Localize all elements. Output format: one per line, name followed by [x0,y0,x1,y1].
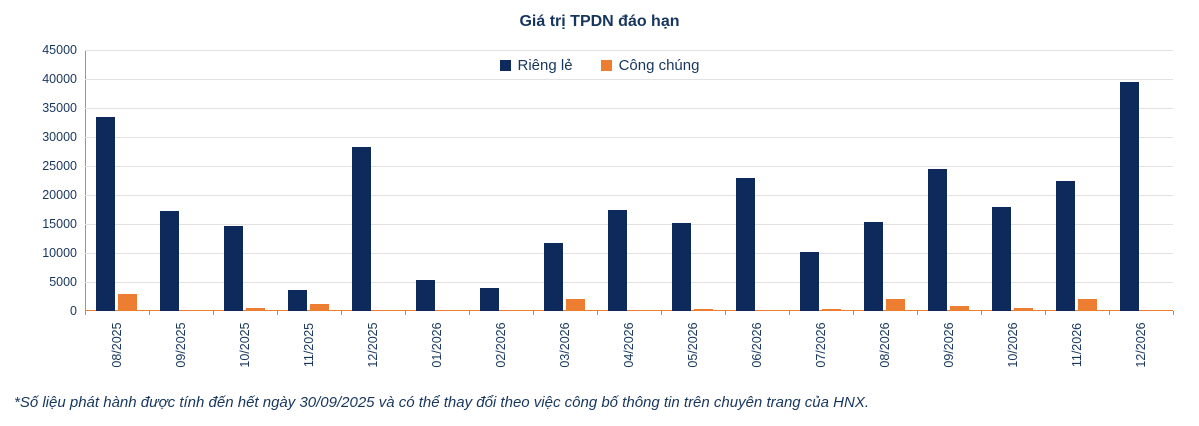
bar-rieng-le-04/2026 [608,210,627,311]
gridline [85,137,1173,138]
y-axis-tick-label: 20000 [42,188,77,202]
bar-cong-chung-10/2026 [1014,308,1033,311]
legend-label-rieng-le: Riêng lẻ [517,56,573,74]
bar-rieng-le-09/2025 [160,211,179,311]
x-axis-tick-label: 09/2026 [942,322,956,368]
x-axis-tick [725,311,726,315]
x-axis-tick-label: 02/2026 [494,322,508,368]
x-axis-tick [789,311,790,315]
x-axis-tick-label: 11/2026 [1070,322,1084,368]
bar-rieng-le-08/2026 [864,222,883,311]
legend-swatch-orange-icon [600,59,612,71]
bar-rieng-le-12/2026 [1120,82,1139,311]
x-axis-tick [341,311,342,315]
gridline [85,253,1173,254]
y-axis-tick-label: 35000 [42,101,77,115]
x-axis-tick-label: 08/2025 [110,322,124,368]
footnote-text: *Số liệu phát hành được tính đến hết ngà… [14,394,869,411]
bar-rieng-le-11/2026 [1056,181,1075,311]
x-axis-tick-label: 05/2026 [686,322,700,368]
bar-rieng-le-08/2025 [96,117,115,311]
x-axis-tick-label: 08/2026 [878,322,892,368]
chart-legend: Riêng lẻ Công chúng [0,56,1199,74]
legend-item-rieng-le: Riêng lẻ [499,56,573,74]
y-axis-tick-label: 15000 [42,217,77,231]
y-axis-tick-label: 0 [70,304,77,318]
bar-rieng-le-07/2026 [800,252,819,311]
x-axis-tick-label: 10/2026 [1006,322,1020,368]
y-axis-tick-label: 45000 [42,43,77,57]
bar-rieng-le-01/2026 [416,280,435,311]
plot-area [85,50,1174,315]
gridline [85,166,1173,167]
bar-cong-chung-11/2026 [1078,299,1097,311]
x-axis-tick [533,311,534,315]
bar-cong-chung-09/2026 [950,306,969,311]
x-axis-tick [277,311,278,315]
x-axis-tick-label: 11/2025 [302,322,316,368]
x-axis-tick [85,311,86,315]
x-axis-tick [597,311,598,315]
legend-swatch-navy-icon [499,59,511,71]
bar-rieng-le-06/2026 [736,178,755,311]
bar-rieng-le-10/2026 [992,207,1011,311]
y-axis-tick-label: 30000 [42,130,77,144]
x-axis-tick-label: 10/2025 [238,322,252,368]
x-axis-tick-label: 09/2025 [174,322,188,368]
x-axis-line [85,310,1173,311]
x-axis-tick [149,311,150,315]
x-axis-tick-label: 04/2026 [622,322,636,368]
x-axis-tick [469,311,470,315]
x-axis-tick [853,311,854,315]
chart-title: Giá trị TPDN đáo hạn [519,13,680,30]
x-axis-tick [1173,311,1174,315]
y-axis-tick-label: 40000 [42,72,77,86]
gridline [85,282,1173,283]
x-axis-tick-label: 01/2026 [430,322,444,368]
bar-rieng-le-05/2026 [672,223,691,311]
gridline [85,195,1173,196]
bar-cong-chung-08/2026 [886,299,905,311]
bar-rieng-le-02/2026 [480,288,499,311]
x-axis-tick [917,311,918,315]
bar-cong-chung-10/2025 [246,308,265,311]
bar-rieng-le-03/2026 [544,243,563,311]
bar-rieng-le-09/2026 [928,169,947,311]
x-axis-tick [981,311,982,315]
gridline [85,108,1173,109]
gridline [85,50,1173,51]
bar-cong-chung-07/2026 [822,309,841,311]
y-axis-tick-label: 5000 [49,275,77,289]
x-axis-tick-label: 06/2026 [750,322,764,368]
y-axis-line [85,50,86,311]
bar-cong-chung-05/2026 [694,309,713,311]
bar-cong-chung-11/2025 [310,304,329,311]
x-axis-tick [661,311,662,315]
x-axis-tick [1045,311,1046,315]
bar-cong-chung-08/2025 [118,294,137,311]
x-axis-tick-label: 12/2026 [1134,322,1148,368]
bar-rieng-le-11/2025 [288,290,307,311]
gridline [85,224,1173,225]
x-axis-tick-label: 03/2026 [558,322,572,368]
bar-rieng-le-12/2025 [352,147,371,311]
y-axis-tick-label: 10000 [42,246,77,260]
bar-cong-chung-03/2026 [566,299,585,311]
bar-rieng-le-10/2025 [224,226,243,311]
x-axis-tick-label: 07/2026 [814,322,828,368]
y-axis-tick-label: 25000 [42,159,77,173]
legend-label-cong-chung: Công chúng [618,56,700,74]
x-axis-tick [1109,311,1110,315]
x-axis-tick-label: 12/2025 [366,322,380,368]
x-axis-tick [405,311,406,315]
legend-item-cong-chung: Công chúng [600,56,700,74]
gridline [85,79,1173,80]
x-axis-tick [213,311,214,315]
